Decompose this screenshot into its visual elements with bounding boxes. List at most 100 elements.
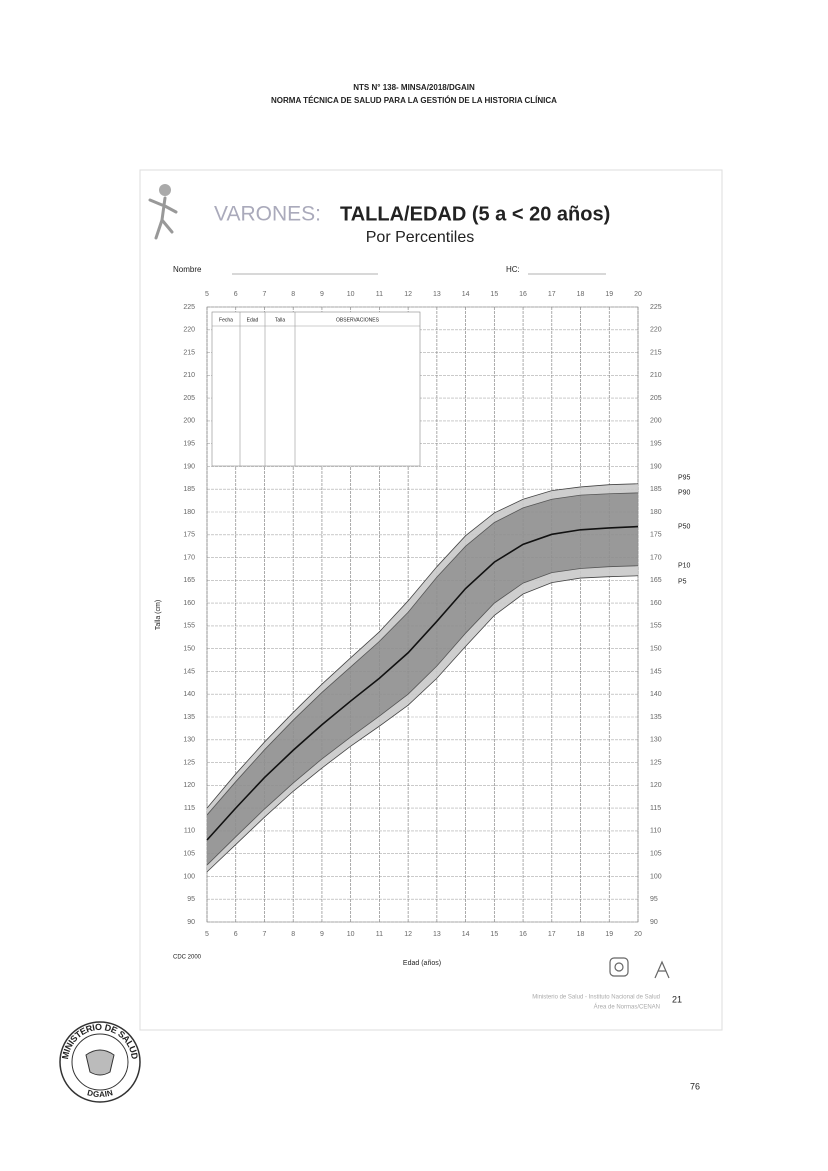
x-tick-label: 9 xyxy=(320,291,324,298)
percentile-label: P95 xyxy=(678,475,691,482)
y-tick-label: 140 xyxy=(650,691,662,698)
y-tick-label: 215 xyxy=(650,349,662,356)
x-tick-label: 7 xyxy=(263,931,267,938)
y-tick-label: 110 xyxy=(184,828,195,835)
y-tick-label: 215 xyxy=(183,349,195,356)
header-line1: NTS N° 138- MINSA/2018/DGAIN xyxy=(353,83,475,92)
percentile-band xyxy=(207,492,638,840)
y-axis-label: Talla (cm) xyxy=(155,600,162,630)
y-tick-label: 135 xyxy=(183,714,195,721)
x-tick-label: 18 xyxy=(577,291,585,298)
x-tick-label: 16 xyxy=(519,291,527,298)
y-tick-label: 210 xyxy=(183,372,195,379)
x-tick-label: 5 xyxy=(205,291,209,298)
x-tick-label: 13 xyxy=(433,291,441,298)
x-tick-label: 12 xyxy=(404,931,412,938)
seal-bottom-text: DGAIN xyxy=(86,1088,114,1099)
name-label: Nombre xyxy=(173,265,202,274)
y-tick-label: 175 xyxy=(650,532,662,539)
page-number: 76 xyxy=(690,1081,700,1091)
percentile-line xyxy=(206,565,639,866)
y-tick-label: 115 xyxy=(184,805,195,812)
percentile-label: P90 xyxy=(678,490,691,497)
y-tick-label: 120 xyxy=(183,782,195,789)
x-tick-label: 19 xyxy=(605,931,613,938)
percentile-label: P10 xyxy=(678,563,691,570)
y-tick-label: 110 xyxy=(650,828,661,835)
y-tick-label: 170 xyxy=(183,554,195,561)
chart-title: TALLA/EDAD (5 a < 20 años) xyxy=(340,203,610,225)
y-tick-label: 200 xyxy=(183,418,195,425)
x-tick-label: 10 xyxy=(347,291,355,298)
y-tick-label: 125 xyxy=(650,759,662,766)
y-tick-label: 145 xyxy=(650,668,662,675)
logo xyxy=(609,957,670,979)
y-tick-label: 130 xyxy=(650,737,662,744)
percentile-label: P50 xyxy=(678,523,691,530)
y-tick-label: 165 xyxy=(183,577,195,584)
x-tick-label: 17 xyxy=(548,931,556,938)
percentile-line xyxy=(206,525,639,841)
y-tick-label: 90 xyxy=(650,919,658,926)
y-tick-label: 170 xyxy=(650,554,662,561)
y-tick-label: 180 xyxy=(183,509,195,516)
x-tick-label: 20 xyxy=(634,931,642,938)
y-tick-label: 130 xyxy=(183,737,195,744)
x-tick-label: 10 xyxy=(347,931,355,938)
y-tick-label: 150 xyxy=(650,646,662,653)
x-tick-label: 12 xyxy=(404,291,412,298)
x-tick-label: 15 xyxy=(490,931,498,938)
source: CDC 2000 xyxy=(173,955,202,961)
y-tick-label: 160 xyxy=(183,600,195,607)
y-tick-label: 220 xyxy=(183,327,195,334)
x-tick-label: 6 xyxy=(234,291,238,298)
footer-page: 21 xyxy=(672,994,682,1004)
x-tick-label: 6 xyxy=(234,931,238,938)
runner-icon xyxy=(148,184,178,240)
y-tick-label: 225 xyxy=(650,304,662,311)
percentile-label: P5 xyxy=(678,579,687,586)
y-tick-label: 135 xyxy=(650,714,662,721)
footer-line2: Área de Normas/CENAN xyxy=(594,1004,660,1011)
chart-subtitle: Por Percentiles xyxy=(366,229,475,246)
x-tick-label: 11 xyxy=(376,291,383,298)
y-tick-label: 165 xyxy=(650,577,662,584)
y-tick-label: 225 xyxy=(183,304,195,311)
y-tick-label: 195 xyxy=(183,441,195,448)
x-tick-label: 18 xyxy=(577,931,585,938)
y-tick-label: 175 xyxy=(183,532,195,539)
footer-line1: Ministerio de Salud - Instituto Nacional… xyxy=(532,995,660,1001)
y-tick-label: 125 xyxy=(183,759,195,766)
y-tick-label: 155 xyxy=(183,623,195,630)
y-tick-label: 180 xyxy=(650,509,662,516)
header-line2: NORMA TÉCNICA DE SALUD PARA LA GESTIÓN D… xyxy=(271,96,557,105)
y-tick-label: 95 xyxy=(187,896,195,903)
record-table xyxy=(211,311,421,467)
x-tick-label: 20 xyxy=(634,291,642,298)
y-tick-label: 205 xyxy=(650,395,662,402)
chart-title-prefix: VARONES: xyxy=(214,203,321,226)
x-tick-label: 15 xyxy=(490,291,498,298)
x-tick-label: 13 xyxy=(433,931,441,938)
x-tick-label: 14 xyxy=(462,291,470,298)
x-tick-label: 8 xyxy=(291,931,295,938)
percentile-line xyxy=(206,483,639,809)
y-tick-label: 150 xyxy=(183,646,195,653)
hc-label: HC: xyxy=(506,265,520,274)
y-tick-label: 115 xyxy=(650,805,661,812)
seal: MINISTERIO DE SALUD DGAIN xyxy=(59,1021,141,1103)
y-tick-label: 100 xyxy=(183,873,195,880)
plot-frame xyxy=(206,306,639,923)
x-tick-label: 19 xyxy=(605,291,613,298)
x-tick-label: 16 xyxy=(519,931,527,938)
y-tick-label: 100 xyxy=(650,873,662,880)
percentile-line xyxy=(206,492,639,816)
y-tick-label: 185 xyxy=(183,486,195,493)
y-tick-label: 185 xyxy=(650,486,662,493)
table-header: OBSERVACIONES xyxy=(336,317,380,323)
table-header: Fecha xyxy=(219,317,233,323)
y-tick-label: 160 xyxy=(650,600,662,607)
seal-bottom: DGAIN xyxy=(86,1088,114,1099)
